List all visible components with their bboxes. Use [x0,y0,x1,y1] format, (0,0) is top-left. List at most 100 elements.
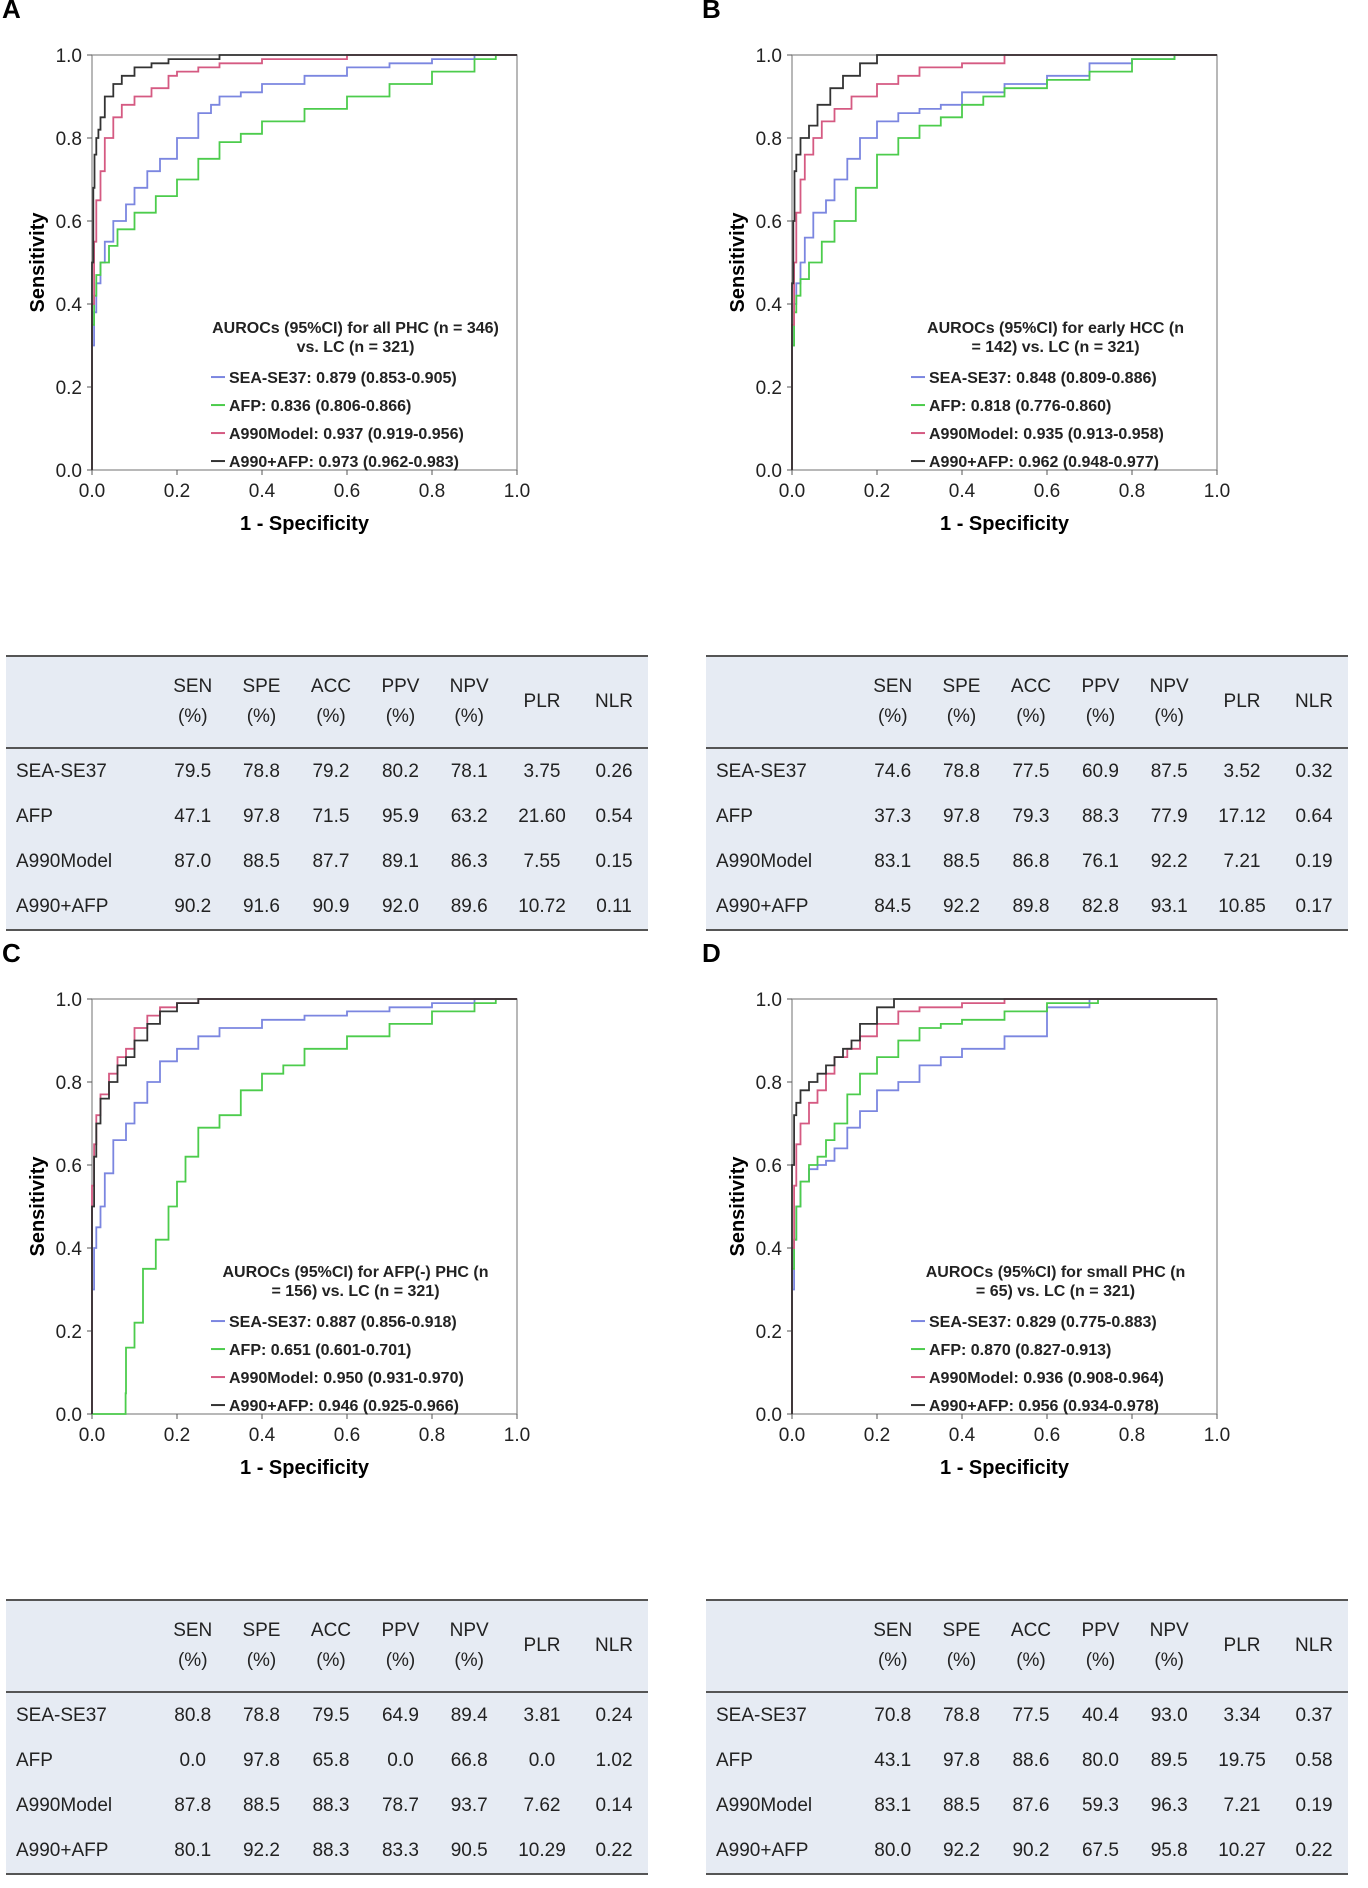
column-header: NPV (%) [434,655,504,749]
y-tick-label: 1.0 [56,46,82,67]
row-label: A990+AFP [706,1828,858,1875]
legend-entry: SEA-SE37: 0.879 (0.853-0.905) [229,370,457,387]
table-cell: 0.58 [1280,1738,1348,1783]
y-tick-label: 0.8 [756,129,782,150]
column-header: SPE (%) [227,655,296,749]
legend-entry: A990+AFP: 0.973 (0.962-0.983) [229,454,459,471]
y-axis-label: Sensitivity [727,212,749,313]
table-cell: 78.8 [227,1692,296,1738]
table-corner [706,655,858,749]
roc-curve [791,998,1217,1414]
column-header: PLR [503,655,581,749]
column-header: ACC (%) [995,1599,1067,1693]
table-row: AFP 0.0 97.8 65.8 0.0 66.8 0.0 1.02 [6,1738,648,1783]
column-header: NPV (%) [1134,1599,1204,1693]
table-row: A990Model 87.0 88.5 87.7 89.1 86.3 7.55 0.15 [6,839,648,884]
table-cell: 47.1 [158,794,228,839]
x-tick-label: 1.0 [504,1425,530,1446]
legend-entry: A990+AFP: 0.946 (0.925-0.966) [229,1398,459,1415]
table-cell: 89.8 [995,884,1067,931]
table-cell: 10.85 [1203,884,1281,931]
row-label: SEA-SE37 [6,1692,158,1738]
table-cell: 80.1 [158,1828,228,1875]
table-corner [706,1599,858,1693]
legend-title: = 65) vs. LC (n = 321) [976,1283,1135,1300]
y-tick-label: 0.4 [756,1239,783,1260]
column-header: SPE (%) [927,655,996,749]
x-tick-label: 0.4 [249,481,276,502]
table-cell: 88.3 [295,1783,367,1828]
row-label: A990Model [706,839,858,884]
table-row: A990Model 83.1 88.5 87.6 59.3 96.3 7.21 0.19 [706,1783,1348,1828]
stats-table-d: SEN (%) SPE (%) ACC (%) PPV (%) NPV (%) PLR NLR SEA-… [706,1599,1348,1875]
x-tick-label: 0.0 [779,481,805,502]
table-row: A990+AFP 84.5 92.2 89.8 82.8 93.1 10.85 0.17 [706,884,1348,931]
table-cell: 64.9 [366,1692,435,1738]
table-cell: 3.34 [1203,1692,1281,1738]
row-label: A990Model [706,1783,858,1828]
column-header: SEN (%) [158,655,228,749]
table-header-row: SEN (%) SPE (%) ACC (%) PPV (%) NPV (%) PLR NLR [706,1599,1348,1693]
row-label: SEA-SE37 [6,748,158,794]
column-header: NLR [1280,655,1348,749]
y-tick-label: 1.0 [756,46,782,67]
x-tick-label: 0.8 [1119,481,1145,502]
y-tick-label: 0.6 [56,1156,82,1177]
legend-entry: A990Model: 0.935 (0.913-0.958) [929,426,1164,443]
y-tick-label: 1.0 [756,990,782,1011]
y-tick-label: 0.0 [756,461,782,482]
table-cell: 67.5 [1066,1828,1135,1875]
legend-entry: AFP: 0.836 (0.806-0.866) [229,398,411,415]
table-row: A990+AFP 80.1 92.2 88.3 83.3 90.5 10.29 0.22 [6,1828,648,1875]
row-label: AFP [706,794,858,839]
table-cell: 0.22 [580,1828,648,1875]
table-cell: 88.5 [927,839,996,884]
panel-label: D [702,938,721,968]
y-tick-label: 0.4 [56,1239,83,1260]
table-cell: 10.27 [1203,1828,1281,1875]
column-header: ACC (%) [295,655,367,749]
table-cell: 97.8 [227,1738,296,1783]
table-cell: 86.3 [434,839,504,884]
y-tick-label: 0.2 [56,1322,82,1343]
plot-frame [91,54,518,471]
x-tick-label: 0.2 [864,481,890,502]
table-cell: 83.3 [366,1828,435,1875]
x-axis-label: 1 - Specificity [940,513,1070,535]
table-cell: 92.2 [227,1828,296,1875]
table-cell: 87.0 [158,839,228,884]
legend-entry: A990Model: 0.936 (0.908-0.964) [929,1370,1164,1387]
table-cell: 90.2 [995,1828,1067,1875]
legend-title: AUROCs (95%CI) for small PHC (n [926,1264,1186,1281]
table-cell: 79.5 [295,1692,367,1738]
y-tick-label: 0.2 [56,378,82,399]
legend-entry: AFP: 0.818 (0.776-0.860) [929,398,1111,415]
table-cell: 0.64 [1280,794,1348,839]
legend-title: AUROCs (95%CI) for AFP(-) PHC (n [222,1264,488,1281]
table-cell: 0.0 [366,1738,435,1783]
column-header: SPE (%) [927,1599,996,1693]
table-cell: 84.5 [858,884,928,931]
legend-entry: SEA-SE37: 0.848 (0.809-0.886) [929,370,1157,387]
column-header: PPV (%) [366,655,435,749]
table-cell: 7.21 [1203,839,1281,884]
table-row: AFP 43.1 97.8 88.6 80.0 89.5 19.75 0.58 [706,1738,1348,1783]
table-cell: 83.1 [858,839,928,884]
table-cell: 88.5 [227,1783,296,1828]
x-tick-label: 0.4 [949,1425,976,1446]
y-tick-label: 1.0 [56,990,82,1011]
table-cell: 0.37 [1280,1692,1348,1738]
x-axis-label: 1 - Specificity [940,1457,1070,1479]
column-header: PLR [503,1599,581,1693]
table-cell: 7.55 [503,839,581,884]
table-cell: 83.1 [858,1783,928,1828]
table-row: SEA-SE37 70.8 78.8 77.5 40.4 93.0 3.34 0.37 [706,1692,1348,1738]
table-cell: 77.5 [995,1692,1067,1738]
row-label: AFP [6,794,158,839]
y-tick-label: 0.2 [756,1322,782,1343]
roc-curve [91,998,517,1414]
legend-entry: A990+AFP: 0.962 (0.948-0.977) [929,454,1159,471]
roc-curve [91,54,517,470]
plot-frame [791,54,1218,471]
table-cell: 78.8 [927,1692,996,1738]
